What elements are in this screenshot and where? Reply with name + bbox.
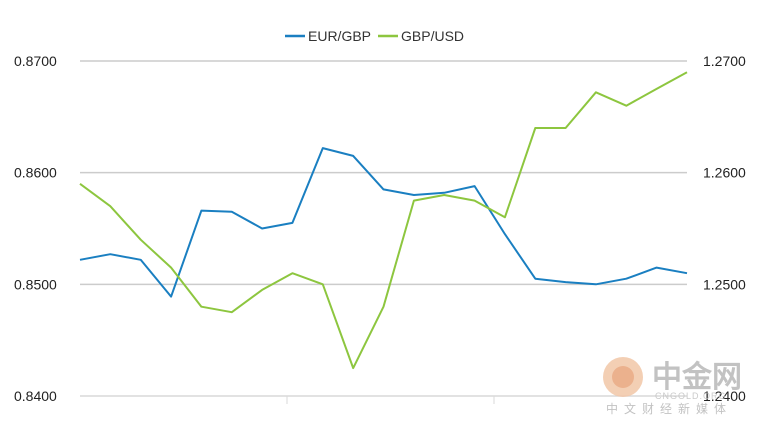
watermark-subtitle: 中文财经新媒体 bbox=[606, 401, 732, 416]
x-axis bbox=[80, 395, 687, 404]
left-tick-label: 0.8500 bbox=[14, 276, 57, 292]
right-tick-label: 1.2400 bbox=[703, 388, 746, 404]
watermark-logo-text: 中金网 bbox=[652, 360, 742, 395]
series-lines bbox=[79, 71, 688, 370]
legend-label-eurgbp: EUR/GBP bbox=[308, 28, 371, 44]
right-tick-label: 1.2700 bbox=[703, 53, 746, 69]
left-tick-label: 0.8400 bbox=[14, 388, 57, 404]
right-tick-label: 1.2500 bbox=[703, 276, 746, 292]
watermark: 中金网 CNGOLD.ORG 中文财经新媒体 bbox=[603, 357, 742, 416]
left-tick-label: 0.8700 bbox=[14, 53, 57, 69]
right-tick-label: 1.2600 bbox=[703, 165, 746, 181]
gridlines bbox=[80, 60, 687, 286]
right-axis-tick-labels: 1.2400 1.2500 1.2600 1.2700 bbox=[703, 53, 746, 404]
left-tick-label: 0.8600 bbox=[14, 165, 57, 181]
series-line-eurgbp bbox=[79, 147, 688, 298]
left-axis-tick-labels: 0.8400 0.8500 0.8600 0.8700 bbox=[14, 53, 57, 404]
watermark-logo-inner-icon bbox=[612, 366, 634, 388]
series-line-gbpusd bbox=[79, 71, 688, 370]
legend: EUR/GBP GBP/USD bbox=[285, 28, 464, 44]
legend-label-gbpusd: GBP/USD bbox=[401, 28, 464, 44]
watermark-url: CNGOLD.ORG bbox=[655, 391, 727, 401]
